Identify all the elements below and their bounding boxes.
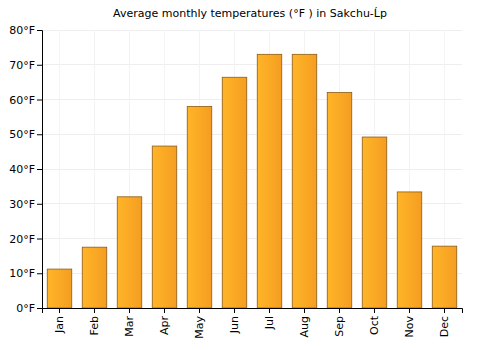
y-tick: 40°F — [9, 163, 42, 176]
y-axis: 0°F 10°F 20°F 30°F 40°F 50°F 60°F 70°F 80°F — [9, 24, 42, 315]
x-axis-line — [43, 309, 463, 314]
y-tick: 70°F — [9, 59, 42, 72]
x-axis: Jan Feb Mar Apr May Jun Jul Aug Sep Oct Nov Dec — [43, 308, 463, 339]
y-tick: 0°F — [16, 302, 42, 315]
x-tick: Feb — [88, 308, 101, 335]
y-tick-label: 50°F — [9, 128, 35, 141]
y-tick-label: 0°F — [16, 302, 35, 315]
x-tick-label: Jan — [53, 316, 66, 334]
grid-line — [42, 30, 462, 31]
x-tick: Mar — [123, 308, 136, 337]
y-tick-label: 30°F — [9, 198, 35, 211]
x-tick-label: Dec — [438, 316, 451, 337]
x-tick-mark — [374, 308, 375, 313]
x-tick: Jul — [263, 308, 276, 330]
y-tick: 50°F — [9, 128, 42, 141]
x-tick: Sep — [333, 308, 346, 337]
y-tick-label: 40°F — [9, 163, 35, 176]
bar — [47, 269, 72, 308]
y-tick-mark — [37, 65, 42, 66]
y-tick: 60°F — [9, 94, 42, 107]
chart-svg: Average monthly temperatures (°F ) in Sa… — [0, 0, 500, 350]
x-tick-mark — [304, 308, 305, 313]
x-tick-label: Aug — [298, 316, 311, 337]
y-tick-label: 80°F — [9, 24, 35, 37]
grid-line — [42, 169, 462, 170]
y-tick-mark — [37, 169, 42, 170]
y-tick-mark — [37, 273, 42, 274]
x-tick: Jun — [228, 308, 241, 334]
x-tick: May — [193, 308, 206, 339]
bar — [432, 246, 457, 308]
grid-line — [42, 134, 462, 135]
y-tick-label: 60°F — [9, 94, 35, 107]
y-axis-line — [37, 31, 43, 309]
x-tick: Jan — [53, 308, 66, 334]
x-tick-label: Feb — [88, 316, 101, 335]
x-tick: Aug — [298, 308, 311, 337]
x-tick-label: Apr — [158, 316, 171, 336]
x-tick-label: Nov — [403, 316, 416, 338]
bar — [82, 247, 107, 308]
grid-line — [42, 99, 462, 100]
grid-line — [42, 64, 462, 65]
x-tick-label: Sep — [333, 316, 346, 337]
y-tick-label: 20°F — [9, 233, 35, 246]
x-tick: Apr — [158, 308, 171, 335]
grid-line-vertical — [59, 30, 60, 308]
bar — [187, 106, 212, 308]
y-tick-mark — [37, 204, 42, 205]
x-tick-mark — [94, 308, 95, 313]
y-tick-mark — [37, 308, 42, 309]
y-tick-mark — [37, 30, 42, 31]
x-tick-mark — [269, 308, 270, 313]
y-tick: 20°F — [9, 233, 42, 246]
x-tick-mark — [234, 308, 235, 313]
bars — [47, 54, 457, 308]
y-tick-mark — [37, 134, 42, 135]
x-tick-label: Oct — [368, 315, 381, 335]
bar — [152, 146, 177, 308]
x-tick: Nov — [403, 308, 416, 337]
chart-title: Average monthly temperatures (°F ) in Sa… — [113, 7, 387, 20]
y-tick-mark — [37, 100, 42, 101]
x-tick: Dec — [438, 308, 451, 337]
y-tick: 10°F — [9, 267, 42, 280]
grid — [42, 30, 462, 308]
bar — [257, 54, 282, 308]
bar — [222, 77, 247, 308]
x-tick-mark — [444, 308, 445, 313]
bar — [117, 197, 142, 308]
y-tick-label: 10°F — [9, 267, 35, 280]
x-tick-mark — [199, 308, 200, 313]
x-tick-mark — [59, 308, 60, 313]
bar — [327, 93, 352, 308]
chart-container: Average monthly temperatures (°F ) in Sa… — [0, 0, 500, 350]
bar — [362, 137, 387, 308]
plot-area: 0°F 10°F 20°F 30°F 40°F 50°F 60°F 70°F 80°F Jan Fe… — [9, 24, 462, 339]
x-tick-mark — [409, 308, 410, 313]
y-tick-label: 70°F — [9, 59, 35, 72]
y-tick: 30°F — [9, 198, 42, 211]
bar — [397, 192, 422, 308]
x-tick-mark — [164, 308, 165, 313]
y-tick: 80°F — [9, 24, 42, 37]
x-tick-label: Jun — [228, 316, 241, 334]
x-tick-label: Mar — [123, 316, 136, 337]
x-tick-label: May — [193, 316, 206, 339]
x-tick-mark — [339, 308, 340, 313]
x-tick-label: Jul — [263, 316, 276, 330]
y-tick-mark — [37, 239, 42, 240]
x-tick-mark — [129, 308, 130, 313]
x-tick: Oct — [368, 308, 381, 335]
bar — [292, 54, 317, 308]
